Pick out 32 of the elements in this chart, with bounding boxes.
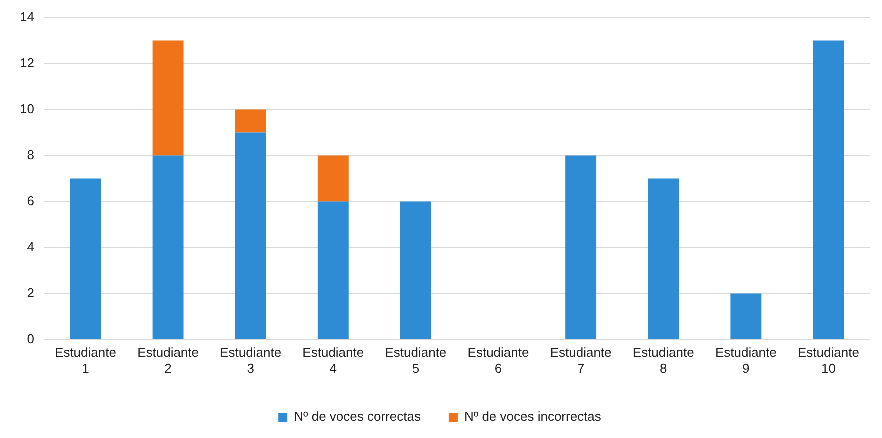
x-tick-label: Estudiante 4 <box>302 345 364 376</box>
x-tick-label: Estudiante 10 <box>798 345 860 376</box>
y-tick-label: 0 <box>27 331 34 346</box>
x-tick-label: Estudiante 9 <box>715 345 777 376</box>
x-tick-label: Estudiante 7 <box>550 345 612 376</box>
x-tick-label: Estudiante 8 <box>632 345 694 376</box>
bar <box>730 294 762 340</box>
bar <box>152 156 184 340</box>
x-tick-label: Estudiante 6 <box>468 345 530 376</box>
x-tick-label: Estudiante 1 <box>55 345 116 376</box>
y-tick-label: 10 <box>20 101 34 116</box>
bar <box>318 156 349 202</box>
bar <box>70 178 102 340</box>
y-tick-label: 4 <box>27 239 34 254</box>
bar <box>566 156 597 340</box>
bar <box>318 202 349 340</box>
bar <box>235 110 266 133</box>
y-tick-label: 2 <box>27 285 34 300</box>
bar <box>648 178 680 340</box>
bar <box>152 40 184 156</box>
bar <box>400 202 432 340</box>
y-tick-label: 6 <box>27 193 34 208</box>
x-tick-label: Estudiante 3 <box>220 345 282 376</box>
y-tick-label: 8 <box>27 147 34 162</box>
bar <box>813 40 844 340</box>
x-tick-label: Estudiante 5 <box>385 345 447 376</box>
legend-label: Nº de voces incorrectas <box>464 409 602 424</box>
x-tick-label: Estudiante 2 <box>138 345 200 376</box>
legend-label: Nº de voces correctas <box>294 409 422 424</box>
y-tick-label: 14 <box>20 9 34 24</box>
bar <box>235 132 266 340</box>
y-tick-label: 12 <box>20 55 34 70</box>
